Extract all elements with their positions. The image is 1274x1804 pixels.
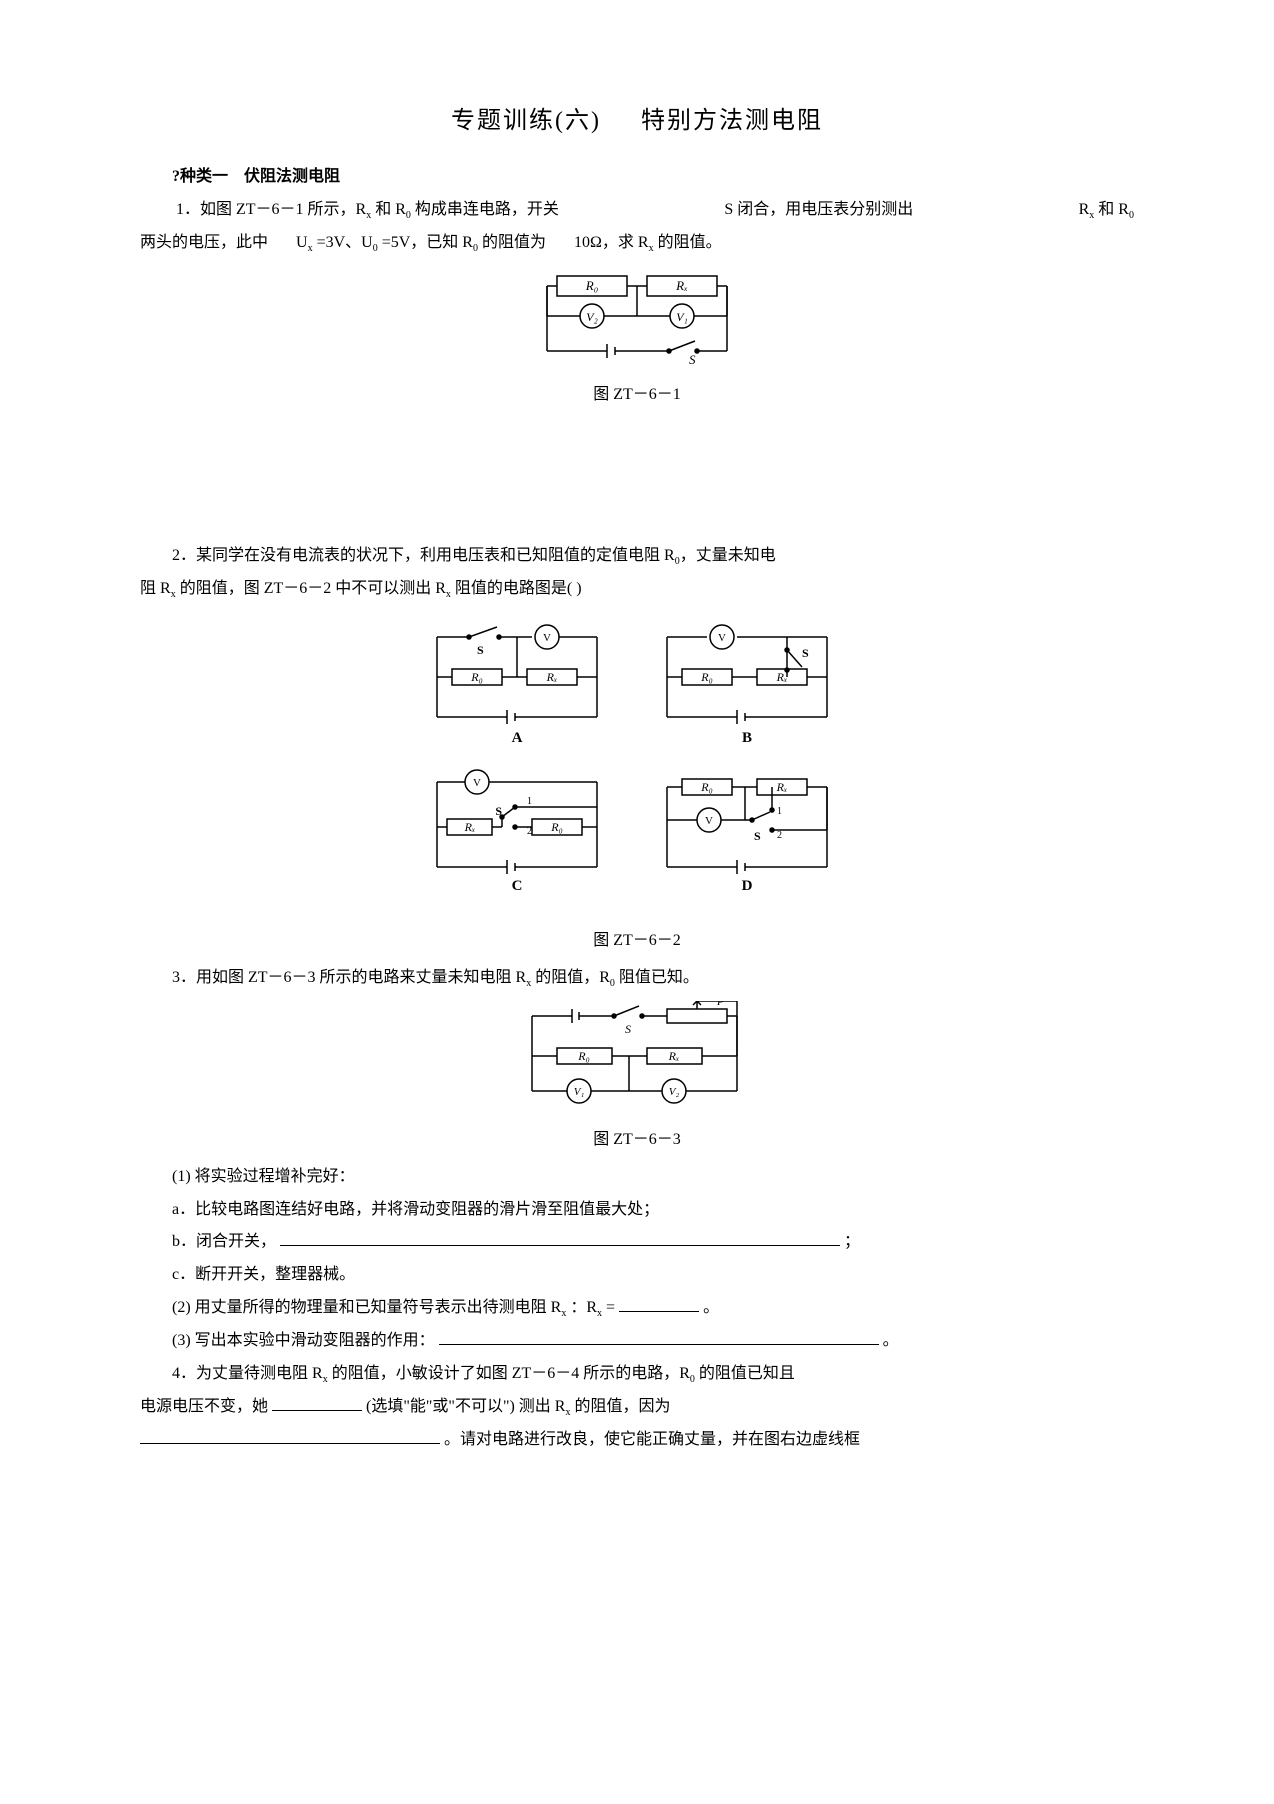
fig1-R0: R₀ (585, 278, 598, 293)
fig1-V1: V₁ (676, 310, 688, 324)
q3-line1: 3．用如图 ZT－6－3 所示的电路来丈量未知电阻 Rx 的阻值，R0 阻值已知… (140, 964, 1134, 993)
fig1-caption: 图 ZT－6－1 (140, 381, 1134, 410)
q3-c: c．断开开关，整理器械。 (140, 1261, 1134, 1290)
q1-line2: 两头的电压，此中 Ux =3V、U0 =5V，已知 R0 的阻值为 10Ω，求 … (140, 229, 1134, 258)
svg-text:R₀: R₀ (700, 670, 713, 684)
svg-text:R₀: R₀ (577, 1049, 590, 1063)
svg-text:Rₓ: Rₓ (464, 820, 476, 834)
svg-text:P: P (716, 1001, 724, 1008)
q3-a: a．比较电路图连结好电路，并将滑动变阻器的滑片滑至阻值最大处； (140, 1196, 1134, 1225)
svg-text:1: 1 (527, 796, 532, 807)
svg-text:R₀: R₀ (470, 670, 483, 684)
page-title: 专题训练(六)特别方法测电阻 (140, 100, 1134, 143)
svg-text:S: S (802, 646, 809, 660)
q4-line2-blank (272, 1394, 362, 1411)
fig3-caption: 图 ZT－6－3 (140, 1126, 1134, 1155)
svg-text:C: C (512, 878, 523, 894)
svg-text:V: V (543, 632, 551, 644)
q4-line1: 4．为丈量待测电阻 Rx 的阻值，小敏设计了如图 ZT－6－4 所示的电路，R0… (140, 1360, 1134, 1389)
svg-text:V₁: V₁ (574, 1086, 585, 1098)
section-head-1: ?种类一 伏阻法测电阻 (140, 163, 1134, 192)
q3-sub3: (3) 写出本实验中滑动变阻器的作用： 。 (140, 1327, 1134, 1356)
figure-1: R₀ Rₓ V₂ V₁ S 图 ZT－6－1 (140, 266, 1134, 410)
svg-text:2: 2 (777, 830, 782, 841)
svg-text:A: A (512, 730, 523, 746)
q2-line1: 2．某同学在没有电流表的状况下，利用电压表和已知阻值的定值电阻 R0，丈量未知电 (140, 542, 1134, 571)
svg-text:1: 1 (777, 806, 782, 817)
q4-line3-blank (140, 1427, 440, 1444)
q2-line2: 阻 Rx 的阻值，图 ZT－6－2 中不可以测出 Rx 阻值的电路图是( ) (140, 575, 1134, 604)
svg-text:D: D (742, 878, 753, 894)
svg-text:Rₓ: Rₓ (776, 780, 788, 794)
q3-sub2-blank (619, 1295, 699, 1312)
svg-text:S: S (477, 643, 484, 657)
svg-text:R₀: R₀ (700, 780, 713, 794)
svg-text:Rₓ: Rₓ (546, 670, 558, 684)
fig1-V2: V₂ (586, 310, 598, 324)
q4-line3: 。请对电路进行改良，使它能正确丈量，并在图右边虚线框 (140, 1426, 1134, 1455)
svg-text:V: V (473, 777, 481, 789)
q3-sub3-blank (439, 1328, 879, 1345)
fig1-Rx: Rₓ (675, 278, 688, 293)
figure-3: P R₀ Rₓ V₁ V₂ S 图 ZT－6－3 (140, 1001, 1134, 1155)
fig2-caption: 图 ZT－6－2 (140, 927, 1134, 956)
svg-text:Rₓ: Rₓ (668, 1049, 680, 1063)
svg-text:V: V (705, 815, 713, 827)
q3-b-blank (280, 1229, 840, 1246)
q3-b: b．闭合开关， ； (140, 1228, 1134, 1257)
svg-text:Rₓ: Rₓ (776, 670, 788, 684)
svg-text:V: V (718, 632, 726, 644)
q3-sub1: (1) 将实验过程增补完好： (140, 1163, 1134, 1192)
q4-line2: 电源电压不变，她 (选填"能"或"不可以") 测出 Rx 的阻值，因为 (140, 1393, 1134, 1422)
svg-text:S: S (625, 1022, 631, 1036)
q1-line1: 1．如图 ZT－6－1 所示，Rx 和 R0 构成串连电路，开关 S 闭合，用电… (140, 196, 1134, 225)
svg-text:R₀: R₀ (550, 820, 563, 834)
svg-text:S: S (754, 829, 761, 843)
figure-2: R₀ Rₓ V S A (140, 612, 1134, 956)
svg-text:S: S (495, 804, 502, 818)
fig1-S: S (689, 352, 696, 366)
q3-sub2: (2) 用丈量所得的物理量和已知量符号表示出待测电阻 Rx ：Rx = 。 (140, 1294, 1134, 1323)
svg-text:B: B (742, 730, 752, 746)
svg-text:V₂: V₂ (669, 1086, 680, 1098)
